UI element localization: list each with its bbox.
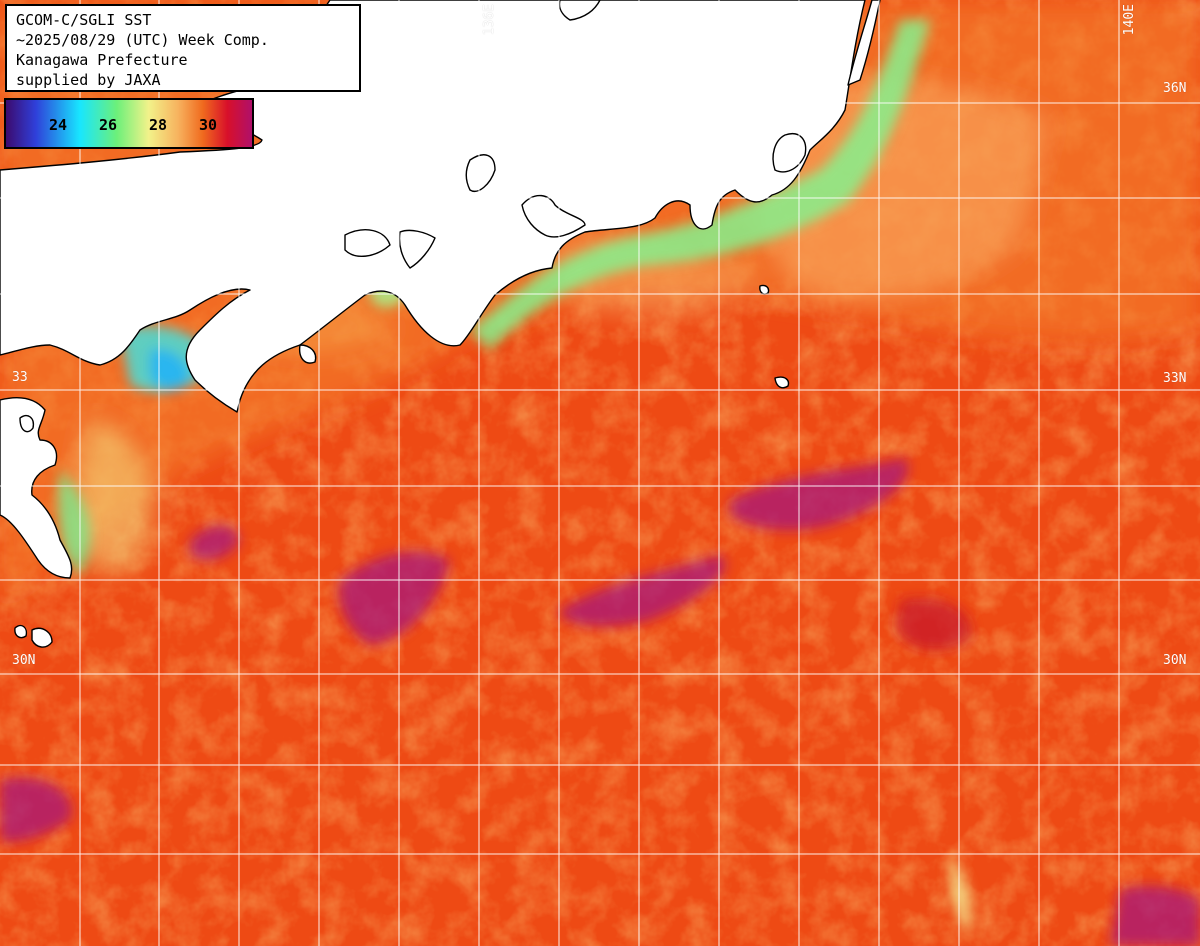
warm-core-patches bbox=[0, 458, 1200, 946]
colorbar-tick-24: 24 bbox=[48, 116, 68, 134]
colorbar-tick-28: 28 bbox=[148, 116, 168, 134]
land-oki bbox=[19, 414, 35, 433]
land-miyake bbox=[759, 284, 770, 295]
lat-label-30n-right: 30N bbox=[1163, 653, 1187, 668]
land-awaji bbox=[465, 154, 496, 192]
land-kochi-cape bbox=[298, 344, 317, 364]
title-line-1: GCOM-C/SGLI SST bbox=[16, 11, 152, 29]
lon-label-140e: 140E bbox=[1122, 4, 1137, 36]
lat-label-36n-right: 36N bbox=[1163, 81, 1187, 96]
lat-label-30n-left: 30N bbox=[12, 653, 36, 668]
land-kyushu bbox=[0, 397, 73, 579]
land-hachijo bbox=[774, 376, 790, 389]
colorbar-tick-30: 30 bbox=[198, 116, 218, 134]
title-line-4: supplied by JAXA bbox=[16, 71, 161, 89]
colorbar-legend: 24 26 28 30 bbox=[4, 98, 254, 149]
colorbar-tick-26: 26 bbox=[98, 116, 118, 134]
colorbar-gradient bbox=[6, 100, 252, 147]
land-tanegashima bbox=[31, 627, 53, 648]
land-shodoshima bbox=[344, 229, 391, 257]
land-shikoku-east bbox=[398, 229, 436, 269]
lat-label-33n-right: 33N bbox=[1163, 371, 1187, 386]
title-line-3: Kanagawa Prefecture bbox=[16, 51, 188, 69]
lat-label-33-left: 33 bbox=[12, 370, 28, 385]
title-line-2: ~2025/08/29 (UTC) Week Comp. bbox=[16, 31, 269, 49]
lon-label-136e: 136E bbox=[482, 4, 497, 36]
title-box: GCOM-C/SGLI SST ~2025/08/29 (UTC) Week C… bbox=[5, 4, 361, 92]
land-korea-corner bbox=[558, 0, 601, 21]
land-yakushima bbox=[14, 624, 28, 639]
land-boso bbox=[847, 0, 881, 86]
land-izu bbox=[772, 133, 807, 173]
